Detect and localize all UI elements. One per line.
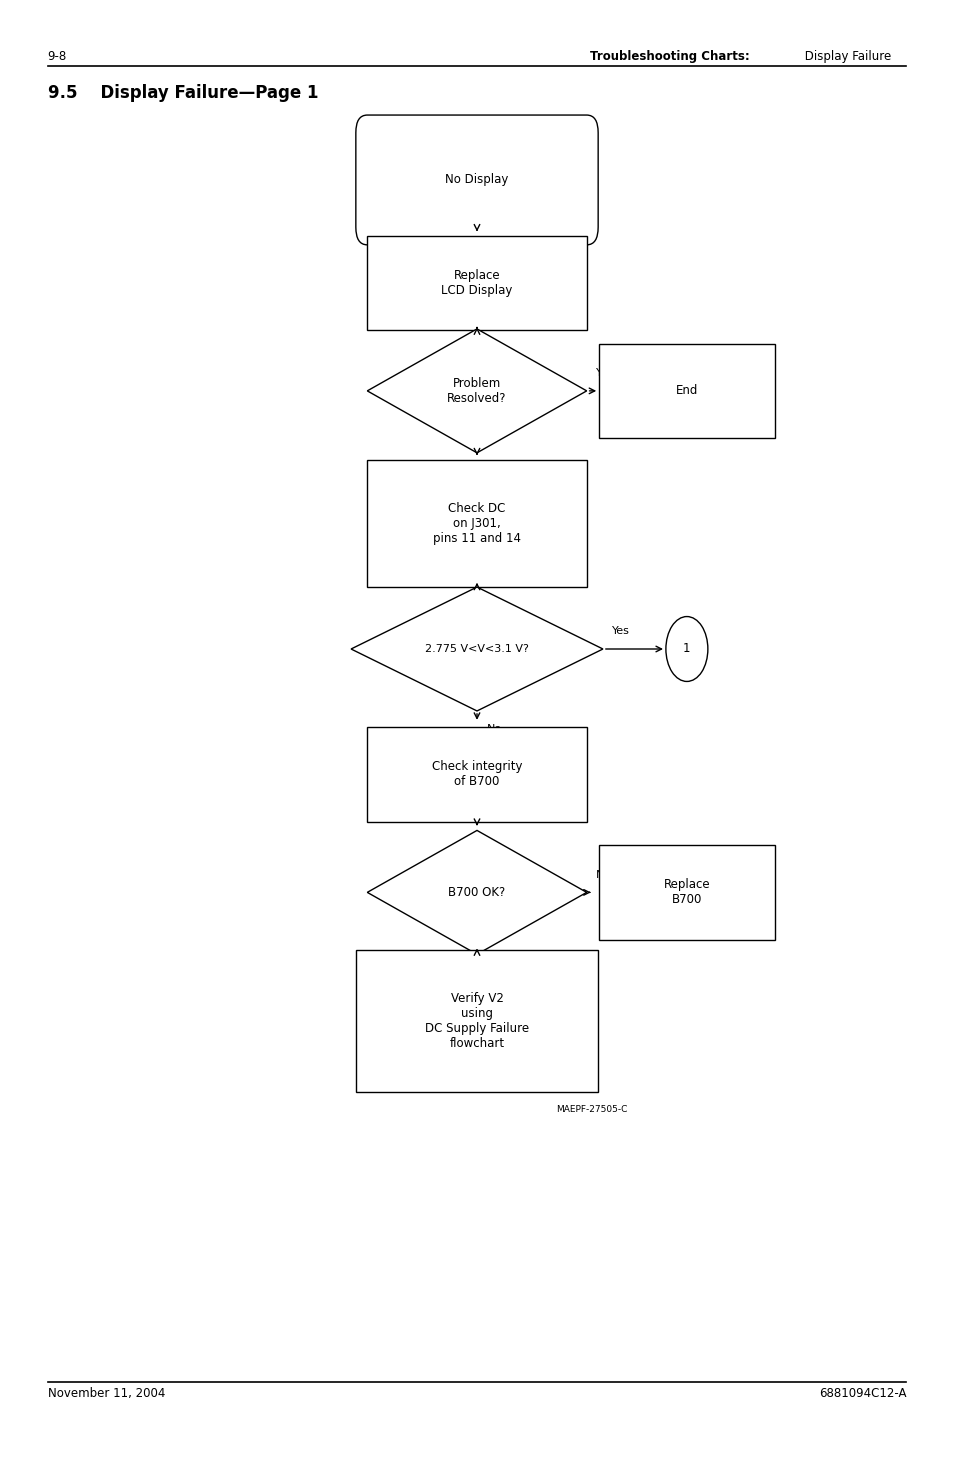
Text: No Display: No Display	[445, 174, 508, 186]
Text: Yes: Yes	[486, 968, 504, 976]
Text: 6881094C12-A: 6881094C12-A	[818, 1388, 905, 1400]
Text: Display Failure: Display Failure	[801, 50, 891, 62]
Bar	[367, 727, 586, 822]
Polygon shape	[367, 830, 586, 954]
Text: November 11, 2004: November 11, 2004	[48, 1388, 165, 1400]
Bar	[598, 845, 774, 940]
Text: No: No	[486, 466, 501, 475]
Bar	[598, 344, 774, 438]
Text: Check integrity
of B700: Check integrity of B700	[432, 761, 521, 788]
Text: No: No	[486, 724, 501, 733]
Text: 1: 1	[682, 643, 690, 655]
Circle shape	[665, 617, 707, 681]
Bar	[367, 236, 586, 330]
Text: End: End	[675, 385, 698, 397]
Text: Verify V2
using
DC Supply Failure
flowchart: Verify V2 using DC Supply Failure flowch…	[424, 991, 529, 1050]
Text: Yes: Yes	[596, 369, 614, 378]
Text: No: No	[596, 870, 611, 879]
FancyBboxPatch shape	[355, 115, 598, 245]
Text: Check DC
on J301,
pins 11 and 14: Check DC on J301, pins 11 and 14	[433, 502, 520, 546]
Text: MAEPF-27505-C: MAEPF-27505-C	[556, 1105, 626, 1114]
Bar	[355, 950, 597, 1092]
Text: Problem
Resolved?: Problem Resolved?	[447, 378, 506, 404]
Text: Replace
LCD Display: Replace LCD Display	[441, 270, 512, 296]
Text: Yes: Yes	[612, 627, 630, 636]
Polygon shape	[351, 587, 602, 711]
Text: Replace
B700: Replace B700	[663, 879, 709, 906]
Text: Troubleshooting Charts:: Troubleshooting Charts:	[589, 50, 748, 62]
Text: 9-8: 9-8	[48, 50, 67, 62]
Text: 2.775 V<V<3.1 V?: 2.775 V<V<3.1 V?	[425, 645, 528, 653]
Text: B700 OK?: B700 OK?	[448, 886, 505, 898]
Text: 9.5    Display Failure—Page 1: 9.5 Display Failure—Page 1	[48, 84, 318, 102]
Bar	[367, 460, 586, 587]
Polygon shape	[367, 329, 586, 453]
